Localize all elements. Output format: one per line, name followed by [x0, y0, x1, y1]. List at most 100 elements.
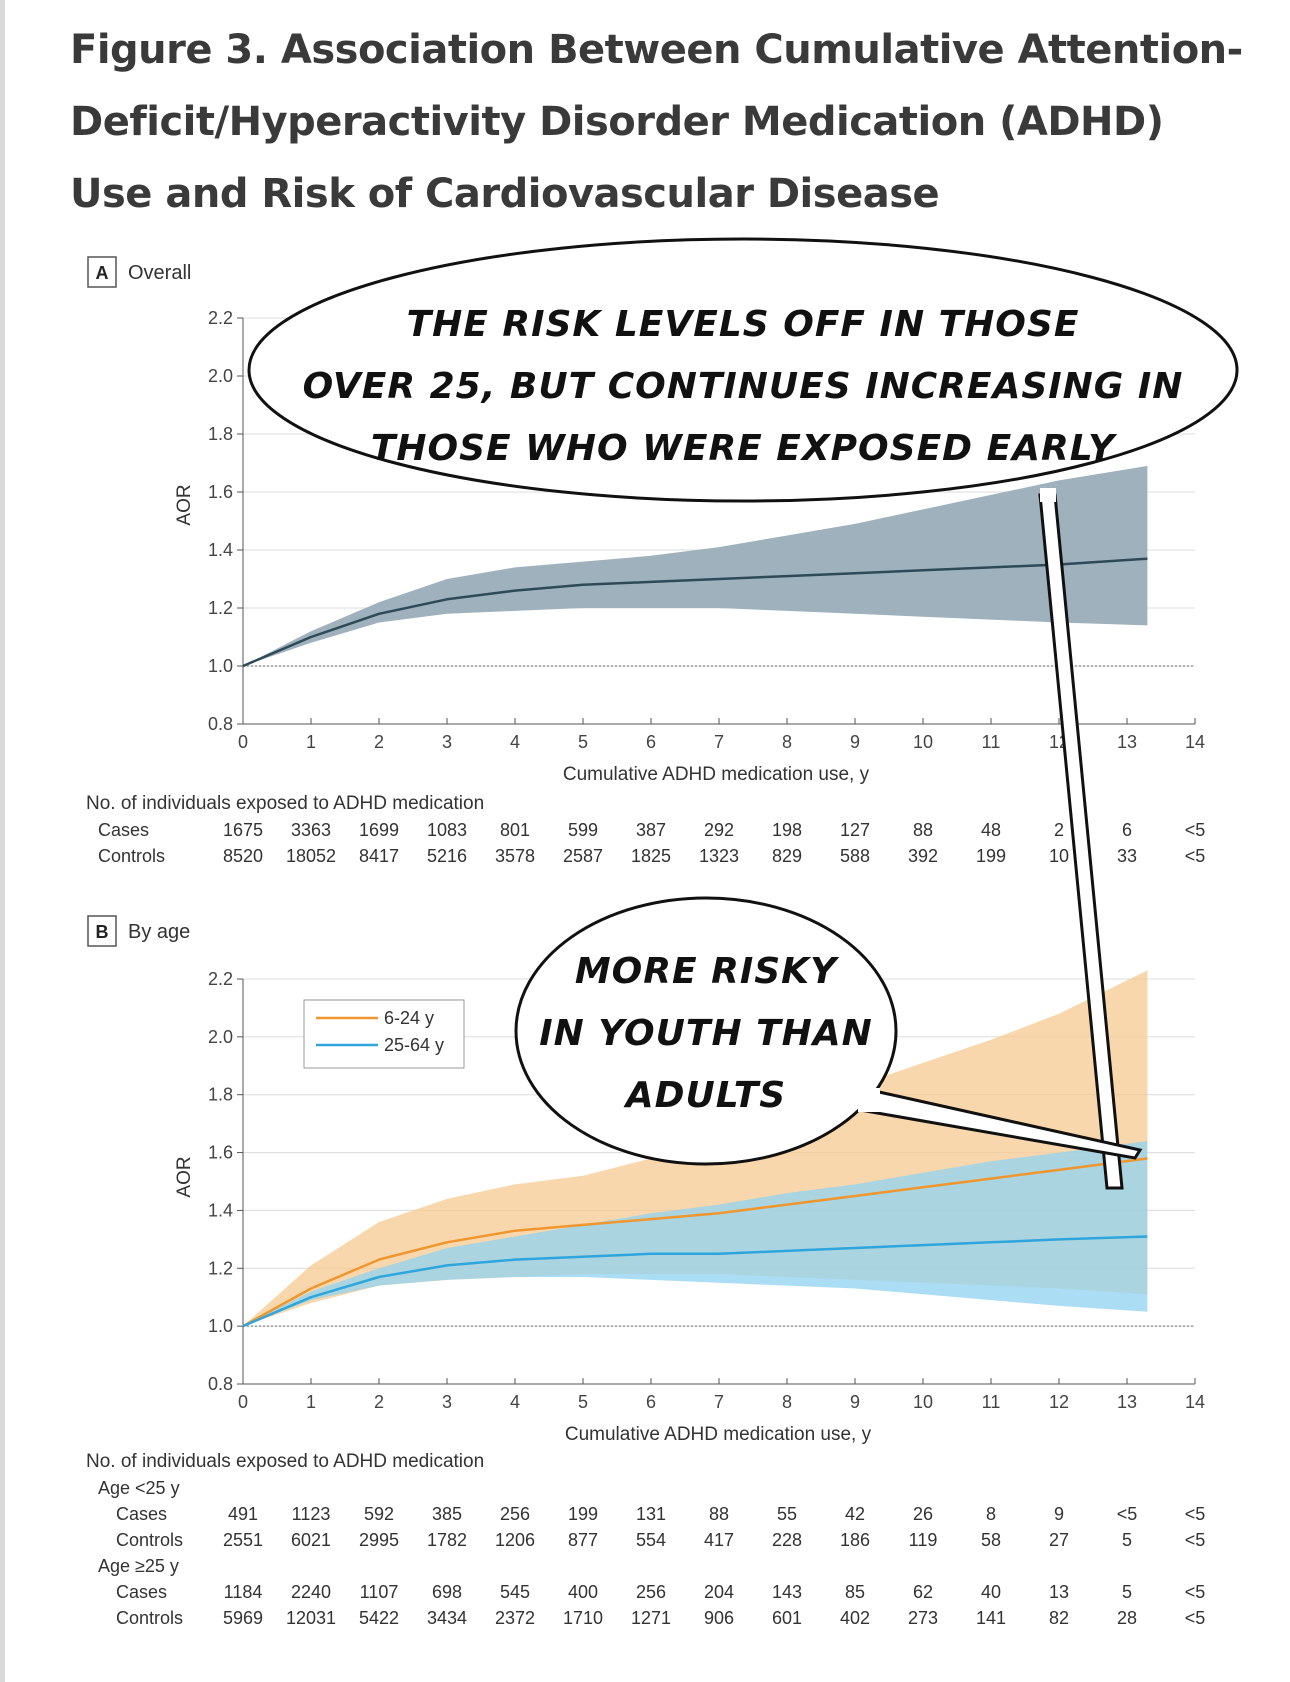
panel-a-cases-cell: 387	[636, 820, 666, 840]
bubble-middle-line-3: ADULTS	[623, 1075, 786, 1116]
bubble-top-body	[247, 237, 1239, 503]
panel-b-ytick-label: 1.8	[208, 1085, 233, 1105]
panel-a-xtick-label: 13	[1117, 732, 1137, 752]
panel-b-ylabel: AOR	[174, 1156, 195, 1197]
panel-b-adult-controls-cell: 2372	[495, 1608, 535, 1628]
figure-title: Figure 3. Association Between Cumulative…	[70, 27, 1243, 217]
panel-a-ytick-label: 1.2	[208, 598, 233, 618]
panel-a-cases-cell: 292	[704, 820, 734, 840]
panel-b-xtick-label: 2	[374, 1392, 384, 1412]
panel-b-xtick-label: 7	[714, 1392, 724, 1412]
panel-b-young-cases-cell: 8	[986, 1504, 996, 1524]
panel-a-ytick-label: 1.6	[208, 482, 233, 502]
panel-a-series-line-overall	[242, 557, 1148, 668]
panel-b-young-controls-cell: 877	[568, 1530, 598, 1550]
bubble-middle-joint	[858, 1088, 880, 1112]
panel-a-cases-cell: 1083	[427, 820, 467, 840]
panel-b-young-cases-cell: 592	[364, 1504, 394, 1524]
panel-b-young-controls-cell: 2551	[223, 1530, 263, 1550]
panel-a-xtick-label: 14	[1185, 732, 1205, 752]
bubble-top-line-2: OVER 25, BUT CONTINUES INCREASING IN	[303, 366, 1184, 407]
bubble-top-line-1: THE RISK LEVELS OFF IN THOSE	[407, 304, 1080, 345]
panel-b-adult-cases-cell: 2240	[291, 1582, 331, 1602]
panel-b-ytick-label: 1.4	[208, 1200, 233, 1220]
legend-label-25-64: 25-64 y	[384, 1035, 444, 1055]
panel-b-adult-controls-cell: 28	[1117, 1608, 1137, 1628]
panel-b-adult-cases-cell: 256	[636, 1582, 666, 1602]
panel-b-adult-controls-cell: 82	[1049, 1608, 1069, 1628]
panel-b-young-controls-cell: <5	[1185, 1530, 1206, 1550]
panel-a-controls-cell: 829	[772, 846, 802, 866]
panel-b-young-cases-cell: 256	[500, 1504, 530, 1524]
panel-b: B By age AOR Cumulative ADHD medication …	[86, 915, 1205, 1628]
panel-b-young-controls-cell: 228	[772, 1530, 802, 1550]
panel-a-controls-cell: 8417	[359, 846, 399, 866]
panel-a-controls-cell: 588	[840, 846, 870, 866]
panel-a-controls-cell: 1323	[699, 846, 739, 866]
panel-a-name: Overall	[128, 262, 191, 284]
panel-a-xtick-label: 7	[714, 732, 724, 752]
legend-label-6-24: 6-24 y	[384, 1008, 434, 1028]
panel-b-adult-controls-cell: 12031	[286, 1608, 336, 1628]
panel-a-controls-cell: 8520	[223, 846, 263, 866]
panel-b-young-controls-cell: 1206	[495, 1530, 535, 1550]
speech-bubble-top: THE RISK LEVELS OFF IN THOSE OVER 25, BU…	[247, 237, 1239, 1190]
panel-a-xtick-label: 8	[782, 732, 792, 752]
panel-b-adult-controls-cell: 5422	[359, 1608, 399, 1628]
panel-b-ytick-label: 0.8	[208, 1374, 233, 1394]
panel-b-young-controls-cell: 27	[1049, 1530, 1069, 1550]
panel-b-adult-cases-cell: 13	[1049, 1582, 1069, 1602]
panel-b-adult-controls-cell: 906	[704, 1608, 734, 1628]
panel-b-young-cases-cell: 131	[636, 1504, 666, 1524]
panel-a-xlabel: Cumulative ADHD medication use, y	[563, 764, 870, 785]
panel-a-cases-cell: 6	[1122, 820, 1132, 840]
panel-a-cases-cell: 48	[981, 820, 1001, 840]
panel-a-cases-cell: 198	[772, 820, 802, 840]
panel-b-legend: 6-24 y 25-64 y	[303, 999, 465, 1069]
panel-b-ytick-label: 1.6	[208, 1143, 233, 1163]
speech-bubble-middle: MORE RISKY IN YOUTH THAN ADULTS	[514, 896, 1143, 1166]
panel-b-young-controls-label: Controls	[116, 1530, 183, 1550]
panel-b-young-cases-cell: 88	[709, 1504, 729, 1524]
panel-b-series-line-25-64y	[242, 1235, 1148, 1328]
panel-a-ytick-label: 1.8	[208, 424, 233, 444]
panel-a-table-header: No. of individuals exposed to ADHD medic…	[86, 793, 484, 814]
panel-a-table: 1675 3363 1699 1083 801 599 387 292 198 127 88 48 2 6…	[223, 820, 1205, 866]
bubble-middle-line-1: MORE RISKY	[575, 951, 840, 992]
panel-b-group-young: Age <25 y	[98, 1478, 180, 1498]
panel-b-young-cases-cell: 385	[432, 1504, 462, 1524]
panel-b-ytick-label: 1.0	[208, 1316, 233, 1336]
panel-b-group-adult: Age ≥25 y	[98, 1556, 179, 1576]
panel-a-cases-cell: 88	[913, 820, 933, 840]
panel-b-table: 491 1123 592 385 256 199 131 88 55 42 26 8 9 <5 <52551…	[223, 1504, 1205, 1628]
panel-a-row-label-controls: Controls	[98, 846, 165, 866]
panel-b-adult-controls-cell: <5	[1185, 1608, 1206, 1628]
panel-a-letter-box	[87, 256, 117, 288]
panel-b-adult-controls-cell: 273	[908, 1608, 938, 1628]
panel-a-ytick-label: 2.2	[208, 308, 233, 328]
panel-a-row-label-cases: Cases	[98, 820, 149, 840]
panel-b-xtick-label: 6	[646, 1392, 656, 1412]
panel-b-young-cases-cell: <5	[1185, 1504, 1206, 1524]
panel-b-young-cases-cell: 42	[845, 1504, 865, 1524]
panel-b-xtick-label: 0	[238, 1392, 248, 1412]
panel-b-young-controls-cell: 554	[636, 1530, 666, 1550]
panel-b-adult-controls-cell: 141	[976, 1608, 1006, 1628]
panel-b-ytick-label: 1.2	[208, 1258, 233, 1278]
panel-b-xtick-label: 14	[1185, 1392, 1205, 1412]
panel-a-cases-cell: 2	[1054, 820, 1064, 840]
panel-b-young-controls-cell: 58	[981, 1530, 1001, 1550]
panel-a-ytick-label: 0.8	[208, 714, 233, 734]
panel-a-xtick-label: 3	[442, 732, 452, 752]
panel-a-controls-cell: 5216	[427, 846, 467, 866]
panel-b-adult-cases-cell: 5	[1122, 1582, 1132, 1602]
panel-a-cases-cell: 599	[568, 820, 598, 840]
panel-a-cases-cell: <5	[1185, 820, 1206, 840]
panel-b-name: By age	[128, 921, 190, 943]
panel-a-xtick-label: 5	[578, 732, 588, 752]
panel-b-young-cases-cell: 491	[228, 1504, 258, 1524]
panel-b-young-cases-cell: 55	[777, 1504, 797, 1524]
panel-b-ytick-label: 2.0	[208, 1027, 233, 1047]
panel-b-adult-controls-cell: 3434	[427, 1608, 467, 1628]
panel-a-ylabel: AOR	[174, 484, 195, 525]
